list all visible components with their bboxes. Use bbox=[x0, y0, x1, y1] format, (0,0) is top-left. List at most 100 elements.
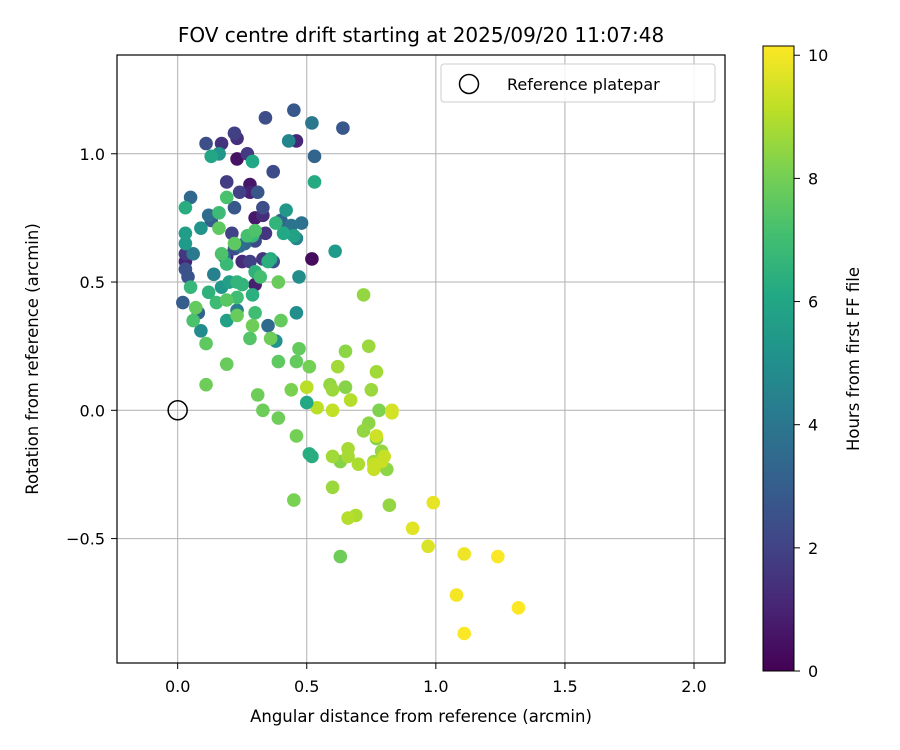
data-point bbox=[248, 306, 262, 320]
data-point bbox=[284, 382, 299, 397]
data-point bbox=[271, 275, 286, 289]
data-point bbox=[253, 270, 268, 284]
data-point bbox=[305, 116, 319, 130]
data-point bbox=[219, 357, 234, 371]
data-point bbox=[271, 411, 286, 425]
data-point bbox=[287, 229, 301, 243]
x-axis-label: Angular distance from reference (arcmin) bbox=[250, 707, 592, 726]
data-point bbox=[250, 185, 265, 200]
data-point bbox=[227, 126, 242, 141]
data-point bbox=[307, 175, 322, 189]
data-point bbox=[201, 285, 216, 300]
data-point bbox=[245, 288, 260, 302]
legend-label-reference: Reference platepar bbox=[507, 75, 660, 94]
data-point bbox=[212, 205, 226, 220]
data-point bbox=[328, 244, 342, 259]
data-point bbox=[199, 377, 213, 392]
colorbar-tick-label: 8 bbox=[808, 169, 818, 188]
data-point bbox=[369, 365, 384, 379]
data-point bbox=[256, 200, 270, 215]
data-point bbox=[245, 154, 260, 169]
data-point bbox=[511, 601, 526, 615]
x-tick-label: 0.0 bbox=[165, 677, 190, 696]
data-point bbox=[369, 429, 384, 443]
grid-lines bbox=[117, 55, 725, 663]
data-point bbox=[325, 403, 340, 418]
data-point bbox=[325, 449, 340, 464]
data-point bbox=[287, 493, 301, 507]
data-point bbox=[333, 549, 348, 564]
data-point bbox=[338, 380, 353, 395]
colorbar-ticks: 0 2 4 6 8 10 bbox=[794, 46, 828, 681]
data-point bbox=[336, 121, 350, 135]
data-point bbox=[289, 306, 304, 320]
data-point bbox=[186, 247, 200, 261]
data-point bbox=[219, 313, 234, 328]
legend: Reference platepar bbox=[440, 63, 716, 103]
data-point bbox=[310, 400, 324, 415]
data-point bbox=[199, 336, 213, 351]
data-point bbox=[294, 216, 309, 230]
data-point bbox=[268, 216, 283, 230]
data-point bbox=[287, 103, 301, 117]
data-point bbox=[343, 393, 358, 407]
data-point bbox=[227, 200, 242, 215]
data-point bbox=[194, 221, 208, 235]
data-point bbox=[385, 406, 399, 420]
data-point bbox=[276, 226, 291, 241]
data-point bbox=[183, 280, 198, 294]
data-point bbox=[356, 288, 371, 302]
data-point bbox=[212, 221, 226, 235]
data-point bbox=[230, 290, 244, 305]
data-point bbox=[377, 449, 392, 464]
colorbar-tick-label: 10 bbox=[808, 46, 828, 65]
data-point bbox=[248, 223, 262, 238]
data-point bbox=[405, 521, 420, 536]
data-point bbox=[204, 149, 219, 164]
data-point bbox=[178, 226, 193, 241]
data-point bbox=[457, 547, 472, 561]
data-point bbox=[421, 539, 435, 554]
data-point bbox=[232, 185, 247, 200]
data-point bbox=[307, 149, 322, 164]
data-point bbox=[178, 236, 193, 251]
x-axis-ticks: 0.0 0.5 1.0 1.5 2.0 bbox=[165, 663, 707, 696]
data-point bbox=[351, 457, 366, 471]
data-point bbox=[178, 262, 193, 277]
data-point bbox=[356, 424, 371, 438]
legend-marker-reference bbox=[458, 73, 480, 95]
data-point bbox=[266, 164, 280, 179]
colorbar-bar bbox=[762, 45, 795, 672]
x-tick-label: 1.0 bbox=[423, 677, 448, 696]
data-point bbox=[382, 498, 397, 513]
y-axis-ticks: −0.5 0.0 0.5 1.0 bbox=[66, 145, 117, 549]
data-point bbox=[279, 203, 293, 218]
colorbar: 0 2 4 6 8 10 Hours from first FF file bbox=[762, 45, 863, 681]
data-point bbox=[258, 111, 273, 125]
colorbar-label: Hours from first FF file bbox=[844, 267, 863, 451]
data-points bbox=[176, 103, 526, 641]
data-point bbox=[361, 339, 376, 353]
y-axis-label: Rotation from reference (arcmin) bbox=[23, 223, 42, 495]
colorbar-tick-label: 2 bbox=[808, 539, 818, 558]
data-point bbox=[271, 354, 286, 369]
colorbar-tick-label: 6 bbox=[808, 293, 818, 312]
data-point bbox=[457, 626, 472, 641]
data-point bbox=[426, 495, 441, 510]
data-point bbox=[372, 403, 386, 418]
data-point bbox=[274, 313, 288, 328]
data-point bbox=[325, 382, 340, 397]
data-point bbox=[305, 252, 319, 266]
data-point bbox=[219, 257, 234, 271]
data-point bbox=[299, 395, 314, 410]
colorbar-tick-label: 0 bbox=[808, 662, 818, 681]
data-point bbox=[201, 208, 216, 223]
y-tick-label: 0.5 bbox=[80, 273, 105, 292]
data-point bbox=[289, 429, 304, 443]
plot-frame bbox=[116, 54, 726, 664]
data-point bbox=[289, 354, 304, 369]
y-tick-label: 0.0 bbox=[80, 401, 105, 420]
data-point bbox=[209, 295, 224, 310]
data-point bbox=[338, 344, 353, 359]
data-point bbox=[364, 382, 379, 397]
